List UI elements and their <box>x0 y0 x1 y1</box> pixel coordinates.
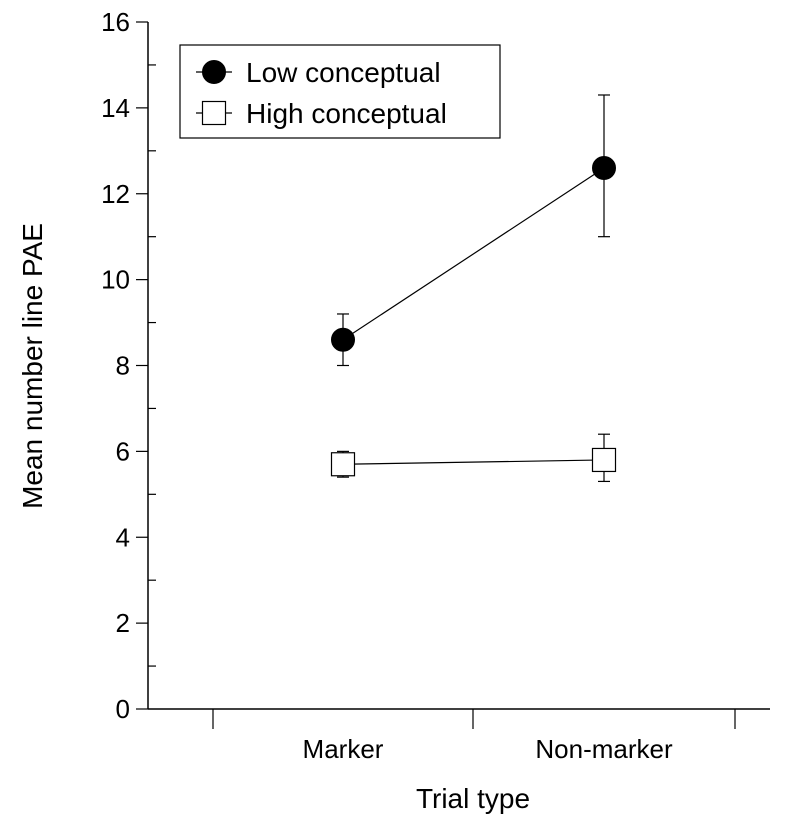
y-tick-label: 10 <box>101 265 130 295</box>
series-layer <box>330 94 617 483</box>
y-tick-label: 0 <box>116 694 130 724</box>
y-axis-title: Mean number line PAE <box>17 223 48 509</box>
series-line <box>342 167 605 341</box>
x-axis-ticks: Marker Non-marker <box>212 709 736 764</box>
x-tick-label: Non-marker <box>535 734 673 764</box>
series-line <box>342 459 605 465</box>
legend-marker <box>202 60 226 84</box>
data-point <box>592 155 616 180</box>
y-tick-label: 8 <box>116 351 130 381</box>
y-tick-label: 12 <box>101 179 130 209</box>
legend-marker <box>201 100 227 126</box>
legend-box <box>179 44 501 139</box>
data-point <box>591 447 617 473</box>
y-tick-label: 14 <box>101 93 130 123</box>
x-axis-title: Trial type <box>416 783 530 814</box>
legend-item: Low conceptual <box>196 57 441 88</box>
y-tick-label: 16 <box>101 7 130 37</box>
legend-label: High conceptual <box>246 98 447 129</box>
data-point <box>331 327 355 352</box>
series-high-conceptual <box>330 433 617 483</box>
y-tick-label: 2 <box>116 608 130 638</box>
y-axis-ticks: 0 2 4 6 8 10 12 14 16 <box>101 7 156 724</box>
series-low-conceptual <box>331 94 616 367</box>
x-tick-label: Marker <box>303 734 384 764</box>
legend: Low conceptual High conceptual <box>179 44 501 139</box>
data-point <box>330 452 356 477</box>
y-tick-label: 4 <box>116 522 130 552</box>
legend-item: High conceptual <box>196 98 447 129</box>
legend-label: Low conceptual <box>246 57 441 88</box>
y-tick-label: 6 <box>116 436 130 466</box>
